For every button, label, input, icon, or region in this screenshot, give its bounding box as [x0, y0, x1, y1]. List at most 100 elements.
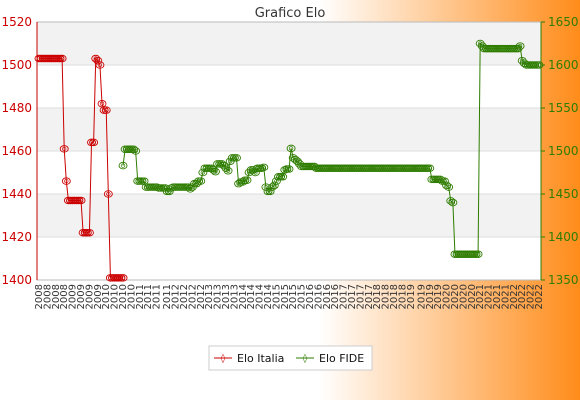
right-tick-label: 1650 [548, 15, 579, 29]
x-tick-label: 2020 [467, 284, 478, 309]
plot-band [37, 237, 541, 280]
right-tick-label: 1450 [548, 187, 579, 201]
x-tick-label: 2013 [229, 284, 240, 309]
data-point-inner-elo-fide [295, 159, 300, 164]
x-tick-label: 2016 [330, 284, 341, 309]
legend-box [208, 345, 373, 371]
x-tick-label: 2019 [425, 284, 436, 309]
x-axis: 2008200820082008200920092009200920102010… [34, 284, 545, 309]
x-tick-label: 2018 [381, 284, 392, 309]
x-tick-label: 2022 [534, 284, 545, 309]
data-point-inner-elo-fide [280, 174, 285, 179]
x-tick-label: 2012 [171, 284, 182, 309]
data-point-inner-elo-fide [198, 178, 203, 184]
data-point-elo-italia [89, 138, 99, 147]
data-point-elo-italia [59, 145, 69, 153]
data-point-inner-elo-fide [475, 252, 481, 257]
x-tick-label: 2016 [322, 284, 333, 309]
left-tick-label: 1520 [1, 15, 32, 29]
right-tick-label: 1550 [548, 101, 579, 115]
legend-marker-elo-fide: ◊ [303, 353, 308, 364]
data-point-elo-fide [534, 61, 544, 69]
data-point-inner-elo-italia [64, 178, 69, 184]
data-point-inner-elo-fide [261, 165, 266, 170]
right-tick-label: 1500 [548, 144, 579, 158]
data-point-inner-elo-italia [106, 191, 111, 197]
x-tick-label: 2022 [509, 284, 520, 309]
data-point-inner-elo-italia [91, 140, 96, 145]
data-point-inner-elo-fide [120, 163, 126, 168]
plot-band [37, 108, 541, 151]
legend: ◊ Elo Italia ◊ Elo FIDE [208, 345, 373, 371]
data-point-elo-fide [284, 165, 294, 173]
data-point-elo-italia [101, 106, 111, 114]
data-point-inner-elo-fide [244, 178, 250, 183]
data-point-elo-fide [196, 177, 206, 185]
data-point-inner-elo-fide [133, 148, 138, 154]
data-point-elo-fide [444, 183, 454, 191]
plot-band [37, 22, 541, 65]
x-tick-label: 2020 [442, 284, 453, 309]
x-tick-label: 2008 [34, 284, 45, 309]
x-tick-label: 2021 [475, 284, 486, 309]
x-tick-label: 2013 [221, 284, 232, 309]
x-tick-label: 2019 [433, 284, 444, 309]
data-point-inner-elo-fide [536, 62, 542, 68]
left-tick-label: 1440 [1, 187, 32, 201]
data-point-inner-elo-italia [62, 146, 67, 152]
x-tick-label: 2015 [271, 284, 282, 309]
data-point-elo-fide [211, 167, 220, 176]
x-tick-label: 2011 [143, 284, 154, 309]
left-tick-label: 1480 [1, 101, 32, 115]
data-point-elo-fide [131, 147, 141, 155]
data-point-elo-fide [269, 181, 279, 190]
data-point-elo-italia [57, 54, 67, 63]
data-point-inner-elo-italia [59, 56, 65, 61]
x-tick-label: 2009 [93, 284, 104, 309]
data-point-elo-italia [118, 274, 128, 282]
data-point-inner-elo-fide [478, 41, 483, 46]
data-point-inner-elo-italia [97, 62, 103, 68]
x-tick-label: 2010 [118, 284, 129, 309]
x-tick-label: 2015 [297, 284, 308, 309]
data-point-inner-elo-fide [141, 178, 147, 184]
x-tick-label: 2020 [450, 284, 461, 309]
data-point-elo-fide [440, 177, 449, 185]
data-point-inner-elo-fide [520, 58, 525, 63]
data-point-inner-elo-fide [213, 169, 218, 174]
x-tick-label: 2021 [492, 284, 503, 309]
data-point-elo-fide [442, 181, 452, 190]
x-tick-label: 2017 [347, 284, 358, 309]
right-axis: 1350 1400 1450 1500 1550 1600 1650 [541, 15, 579, 287]
data-point-elo-fide [242, 176, 252, 184]
data-point-elo-fide [515, 42, 525, 50]
x-tick-label: 2017 [339, 284, 350, 309]
data-point-elo-fide [278, 173, 288, 181]
data-point-inner-elo-fide [515, 46, 521, 51]
legend-label-elo-fide: Elo FIDE [319, 352, 364, 365]
data-point-inner-elo-fide [450, 200, 456, 205]
x-tick-label: 2008 [51, 284, 62, 309]
data-point-elo-fide [223, 167, 233, 175]
chart-title: Grafico Elo [255, 6, 326, 21]
x-tick-label: 2015 [288, 284, 299, 309]
left-tick-label: 1460 [1, 144, 32, 158]
data-point-inner-elo-italia [104, 107, 109, 113]
data-point-elo-italia [91, 54, 101, 63]
x-tick-label: 2008 [59, 284, 70, 309]
x-tick-label: 2009 [76, 284, 87, 309]
data-point-elo-fide [183, 183, 193, 191]
data-point-inner-elo-fide [446, 184, 451, 190]
x-tick-label: 2015 [280, 284, 291, 309]
plot-band [37, 194, 541, 237]
data-point-inner-elo-italia [120, 275, 126, 281]
data-point-elo-fide [286, 144, 296, 153]
data-point-inner-elo-italia [87, 230, 92, 235]
left-tick-label: 1500 [1, 58, 32, 72]
data-point-elo-fide [448, 198, 458, 207]
data-point-inner-elo-italia [99, 101, 105, 106]
data-point-elo-fide [446, 197, 456, 205]
data-point-elo-fide [267, 183, 277, 191]
